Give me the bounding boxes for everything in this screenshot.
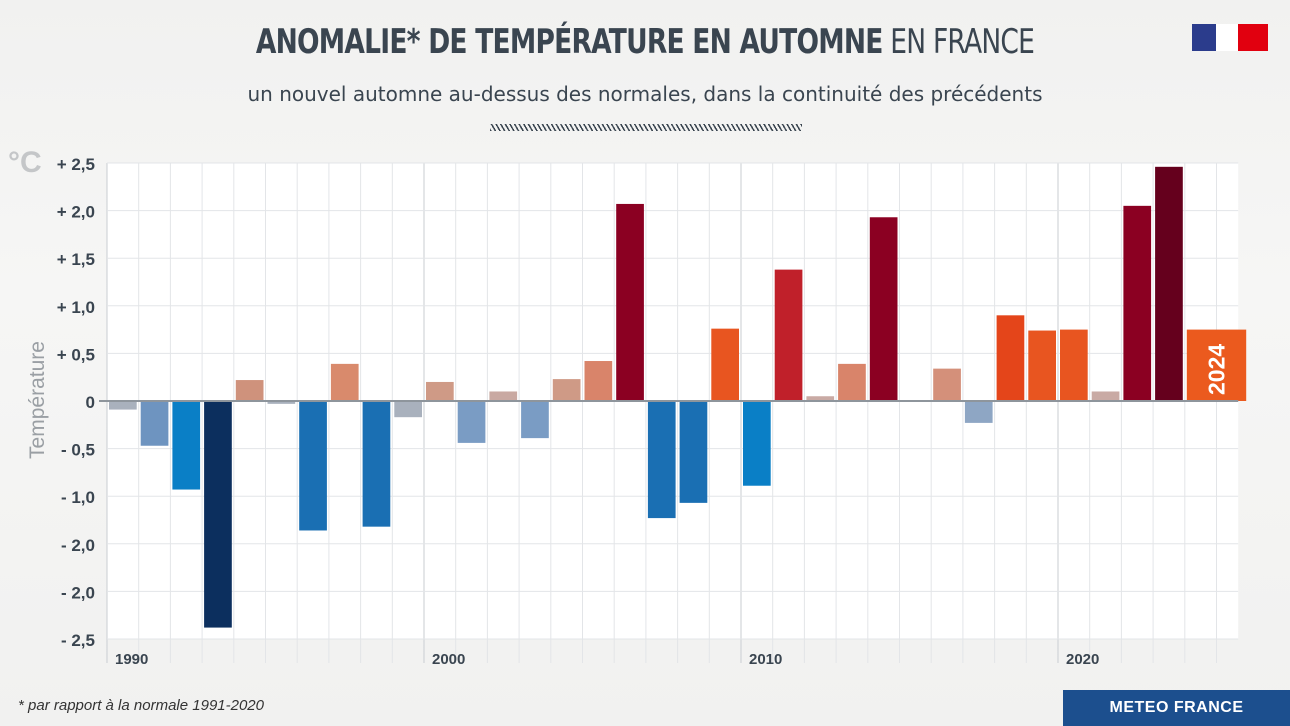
bar-2000	[426, 381, 454, 401]
bar-1994	[235, 380, 264, 401]
bar-2022	[1123, 205, 1152, 401]
bar-2014	[869, 217, 898, 401]
bar-2018	[996, 315, 1025, 401]
bar-2024	[1186, 329, 1247, 401]
bar-2023	[1155, 166, 1183, 401]
footnote: * par rapport à la normale 1991-2020	[18, 697, 264, 714]
unit-label: °C	[8, 146, 42, 179]
subtitle: un nouvel automne au-dessus des normales…	[247, 82, 1043, 106]
bar-2019	[1028, 330, 1056, 401]
bar-2001	[457, 401, 486, 443]
y-tick-label: 0	[86, 393, 95, 412]
y-tick-label: - 1,0	[61, 488, 95, 507]
bar-2020	[1060, 329, 1088, 401]
title-light: EN FRANCE	[890, 22, 1035, 62]
x-tick-label: 2020	[1066, 651, 1099, 668]
bar-2013	[838, 363, 866, 401]
bar-2011	[774, 269, 803, 401]
bar-1992	[172, 401, 201, 490]
y-tick-label: + 2,0	[57, 203, 95, 222]
republique-francaise-logo-icon	[1192, 24, 1268, 51]
bar-1993	[204, 401, 232, 628]
bar-2003	[521, 401, 549, 439]
bar-2012	[806, 396, 835, 401]
x-tick-label: 2000	[432, 651, 465, 668]
bar-1999	[394, 401, 422, 418]
bar-1998	[362, 401, 391, 527]
page-title: ANOMALIE* DE TEMPÉRATURE EN AUTOMNE EN F…	[142, 22, 1148, 62]
title-bold: ANOMALIE* DE TEMPÉRATURE EN AUTOMNE	[255, 22, 884, 62]
bar-2006	[616, 203, 644, 401]
y-tick-label: + 0,5	[57, 345, 95, 364]
y-tick-label: + 1,0	[57, 298, 95, 317]
bar-2021	[1091, 391, 1120, 401]
y-tick-label: + 1,5	[57, 250, 95, 269]
bar-1995	[267, 401, 296, 404]
bar-2017	[964, 401, 993, 423]
bar-2007	[647, 401, 676, 519]
y-tick-label: - 0,5	[61, 441, 95, 460]
bar-label-2024: 2024	[1204, 344, 1230, 395]
bar-2002	[489, 391, 518, 401]
hatch-divider	[490, 124, 802, 131]
bar-2009	[711, 328, 739, 401]
y-tick-label: - 2,0	[61, 583, 95, 602]
bar-2004	[552, 379, 581, 401]
bar-1990	[109, 401, 137, 410]
bar-1991	[140, 401, 169, 446]
bar-2008	[679, 401, 708, 503]
bar-2016	[933, 368, 961, 401]
x-tick-label: 2010	[749, 651, 782, 668]
bar-1996	[299, 401, 327, 531]
y-tick-label: + 2,5	[57, 155, 95, 174]
meteo-france-brand: METEO FRANCE	[1063, 690, 1290, 726]
bar-2005	[584, 361, 613, 401]
y-tick-label: - 2,0	[61, 536, 95, 555]
y-tick-label: - 2,5	[61, 631, 95, 650]
bar-2010	[743, 401, 771, 486]
x-tick-label: 1990	[115, 651, 148, 668]
bar-1997	[330, 363, 359, 401]
